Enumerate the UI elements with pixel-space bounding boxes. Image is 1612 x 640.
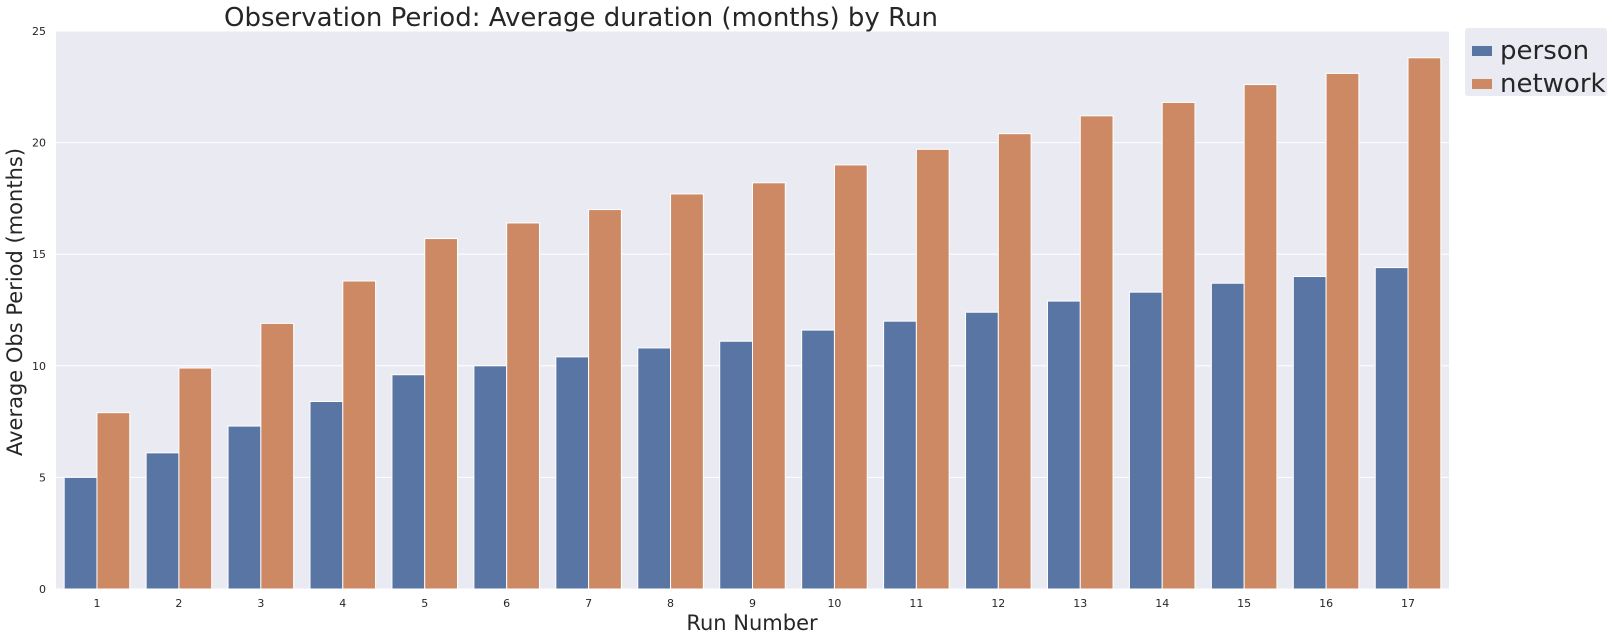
x-tick-label: 5 [421, 597, 428, 610]
x-tick-label: 2 [175, 597, 182, 610]
x-tick-label: 8 [667, 597, 674, 610]
bar-person-run-5 [391, 374, 426, 590]
x-tick-label: 10 [827, 597, 841, 610]
bar-network-run-3 [260, 322, 295, 590]
x-tick-label: 3 [257, 597, 264, 610]
bar-person-run-10 [801, 329, 835, 590]
bar-person-run-6 [473, 365, 508, 590]
bar-network-run-12 [997, 133, 1032, 590]
bar-network-run-4 [342, 280, 377, 590]
x-tick-label: 1 [93, 597, 100, 610]
x-axis-label: Run Number [686, 611, 818, 635]
y-tick-label: 15 [32, 248, 46, 261]
bar-person-run-13 [1046, 300, 1081, 590]
bar-network-run-7 [588, 209, 622, 590]
legend-background [1465, 28, 1607, 96]
bar-person-run-3 [227, 425, 262, 590]
x-tick-label: 4 [339, 597, 346, 610]
x-tick-label: 15 [1237, 597, 1251, 610]
legend-swatch-network [1472, 79, 1492, 89]
bar-network-run-10 [833, 164, 868, 590]
bar-person-run-14 [1128, 291, 1163, 590]
legend-label-person: person [1500, 36, 1589, 66]
y-tick-label: 10 [32, 360, 46, 373]
y-tick-label: 0 [39, 583, 46, 596]
y-tick-labels: 0 5 10 15 20 25 [32, 25, 46, 596]
x-tick-label: 7 [585, 597, 592, 610]
bar-person-run-8 [637, 347, 672, 590]
x-tick-label: 6 [503, 597, 510, 610]
bar-person-run-9 [719, 340, 753, 590]
bar-network-run-6 [506, 222, 540, 590]
bar-network-run-14 [1161, 101, 1196, 590]
bar-network-run-11 [915, 148, 950, 590]
bars [63, 57, 1442, 590]
bar-person-run-11 [883, 320, 917, 590]
bar-network-run-16 [1325, 72, 1360, 590]
bar-person-run-2 [145, 452, 180, 590]
bar-person-run-16 [1292, 276, 1327, 590]
x-tick-label: 12 [991, 597, 1005, 610]
bar-network-run-15 [1243, 84, 1278, 590]
y-tick-label: 5 [39, 471, 46, 484]
x-tick-label: 13 [1073, 597, 1087, 610]
bar-person-run-12 [965, 311, 999, 590]
bar-person-run-7 [555, 356, 590, 590]
bar-person-run-15 [1210, 282, 1245, 590]
bar-network-run-5 [424, 238, 459, 590]
bar-network-run-13 [1079, 115, 1114, 590]
y-tick-label: 20 [32, 137, 46, 150]
y-tick-label: 25 [32, 25, 46, 38]
bar-person-run-17 [1374, 267, 1409, 590]
x-tick-label: 17 [1401, 597, 1415, 610]
x-tick-label: 14 [1155, 597, 1169, 610]
y-axis-label: Average Obs Period (months) [3, 148, 27, 456]
legend-swatch-person [1472, 46, 1492, 56]
chart-title: Observation Period: Average duration (mo… [224, 3, 938, 33]
bar-network-run-8 [670, 193, 704, 590]
legend-label-network: network [1500, 69, 1606, 99]
x-tick-label: 16 [1319, 597, 1333, 610]
bar-network-run-2 [178, 367, 213, 590]
bar-person-run-4 [309, 401, 344, 590]
x-tick-label: 11 [909, 597, 923, 610]
bar-person-run-1 [63, 476, 98, 590]
x-tick-labels: 1 2 3 4 5 6 7 8 9 10 11 12 13 14 15 16 17 [93, 597, 1415, 610]
bar-network-run-1 [96, 412, 131, 590]
bar-network-run-17 [1407, 57, 1442, 590]
x-tick-label: 9 [749, 597, 756, 610]
bar-network-run-9 [752, 182, 786, 590]
